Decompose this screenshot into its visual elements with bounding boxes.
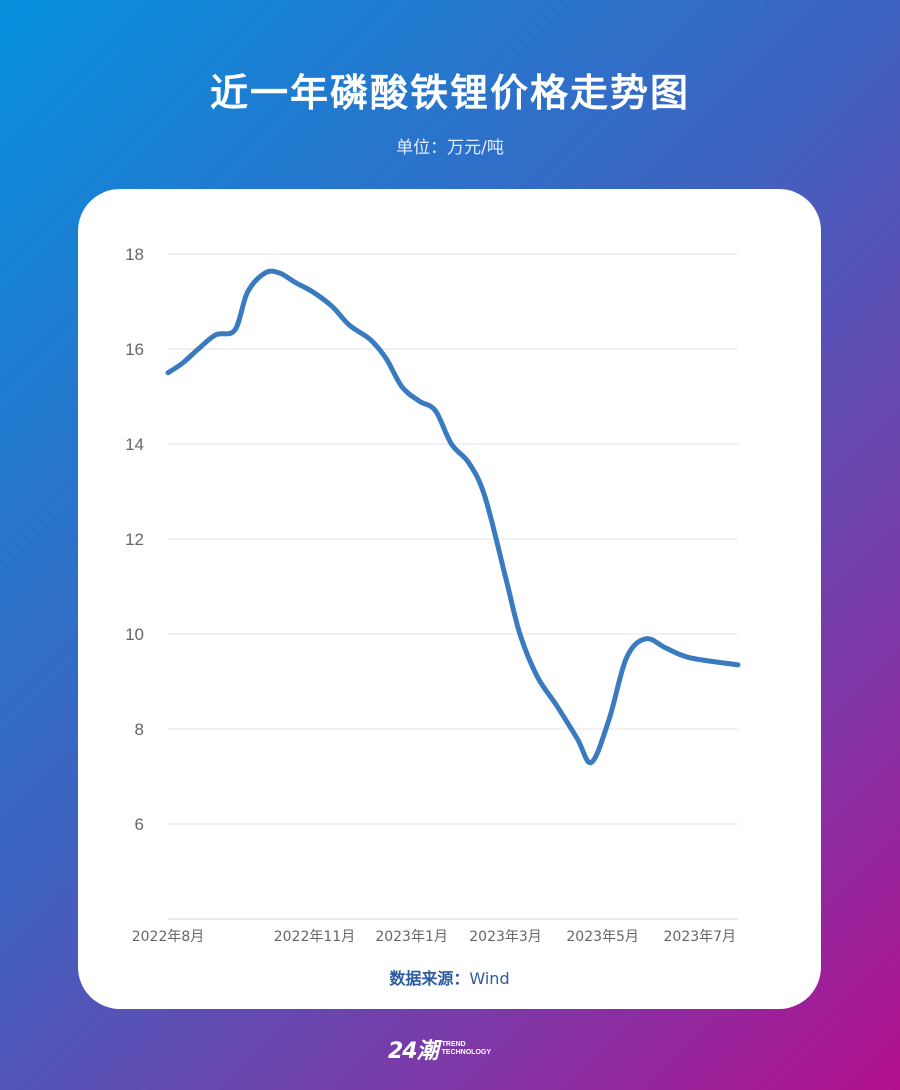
logo-line-2: TECHNOLOGY (441, 1049, 492, 1056)
unit-subtitle: 单位：万元/吨 (396, 138, 504, 158)
line-chart: 6 8 10 12 14 16 18 2022年8月 2022年11月 2023年1月 2023年3… (125, 245, 741, 945)
x-tick-label: 2023年5月 (566, 929, 639, 945)
y-tick-label: 8 (135, 720, 144, 739)
y-tick-label: 6 (135, 815, 144, 834)
x-tick-label: 2023年7月 (664, 929, 737, 945)
logo-line-1: TREND (441, 1041, 466, 1048)
x-tick-label: 2023年1月 (375, 929, 448, 945)
y-tick-label: 12 (125, 530, 144, 549)
y-tick-label: 14 (125, 435, 144, 454)
y-tick-label: 10 (125, 625, 144, 644)
data-source: 数据来源：Wind (78, 965, 821, 989)
brand-logo: 24潮 TREND TECHNOLOGY (388, 1034, 491, 1064)
y-tick-label: 16 (125, 340, 144, 359)
logo-mark: 24潮 (388, 1039, 439, 1064)
x-tick-label: 2023年3月 (469, 929, 542, 945)
data-source-label: 数据来源： (389, 969, 470, 988)
chart-card: 6 8 10 12 14 16 18 2022年8月 2022年11月 2023年1月 2023年3… (78, 189, 821, 1009)
x-tick-label: 2022年8月 (132, 929, 205, 945)
y-tick-label: 18 (125, 245, 144, 264)
price-series-line (165, 268, 741, 766)
logo-text: TREND TECHNOLOGY (442, 1041, 491, 1057)
data-source-value: Wind (469, 969, 510, 988)
page-title: 近一年磷酸铁锂价格走势图 (209, 71, 690, 115)
x-tick-label: 2022年11月 (274, 929, 355, 945)
